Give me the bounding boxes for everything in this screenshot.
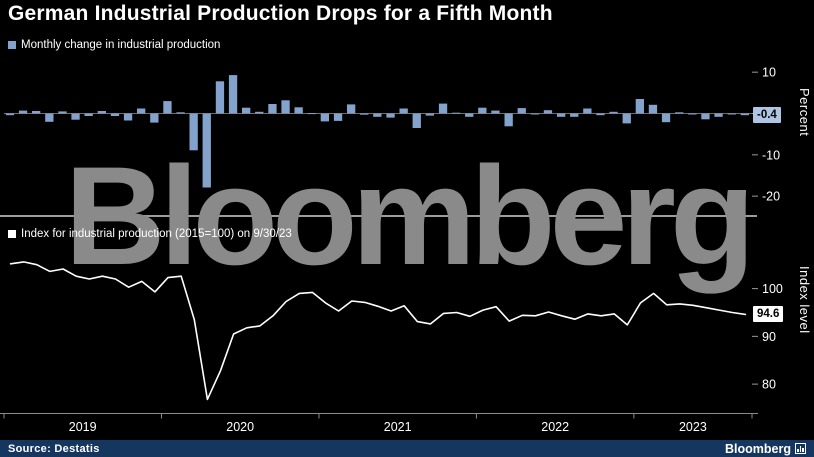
svg-text:-10: -10: [762, 148, 780, 162]
bar-legend: Monthly change in industrial production: [8, 39, 220, 51]
svg-text:10: 10: [762, 66, 776, 80]
percent-axis-label: Percent: [797, 88, 812, 137]
last-line-value-badge: 94.6: [753, 306, 784, 323]
svg-text:2019: 2019: [69, 420, 97, 434]
svg-text:90: 90: [762, 330, 776, 344]
line-legend: Index for industrial production (2015=10…: [8, 228, 292, 240]
last-bar-value-badge: -0.4: [753, 107, 781, 124]
svg-text:2021: 2021: [384, 420, 412, 434]
line-legend-marker-icon: [8, 230, 16, 238]
bar-legend-marker-icon: [8, 41, 16, 49]
bar-y-axis: 10 -10 -20: [752, 66, 780, 204]
svg-text:100: 100: [762, 282, 783, 296]
svg-text:2020: 2020: [226, 420, 254, 434]
svg-text:-20: -20: [762, 190, 780, 204]
footer-bar: Source: Destatis Bloomberg: [0, 440, 814, 457]
bar-legend-label: Monthly change in industrial production: [21, 39, 221, 51]
bloomberg-logo: Bloomberg: [725, 442, 806, 456]
line-y-axis: 100 90 80: [752, 282, 783, 392]
bloomberg-logo-label: Bloomberg: [725, 441, 791, 456]
svg-text:2023: 2023: [679, 420, 707, 434]
page-title: German Industrial Production Drops for a…: [8, 2, 553, 25]
x-axis: 2019 2020 2021 2022 2023: [0, 413, 758, 434]
source-label: Source: Destatis: [8, 442, 100, 455]
line-legend-label: Index for industrial production (2015=10…: [21, 228, 292, 240]
svg-text:2022: 2022: [541, 420, 569, 434]
index-axis-label: Index level: [797, 266, 812, 334]
line-series: [9, 261, 747, 401]
panel-divider: [0, 215, 757, 217]
svg-text:80: 80: [762, 378, 776, 392]
bar-series: [4, 75, 752, 188]
bloomberg-terminal-icon: [795, 443, 806, 454]
